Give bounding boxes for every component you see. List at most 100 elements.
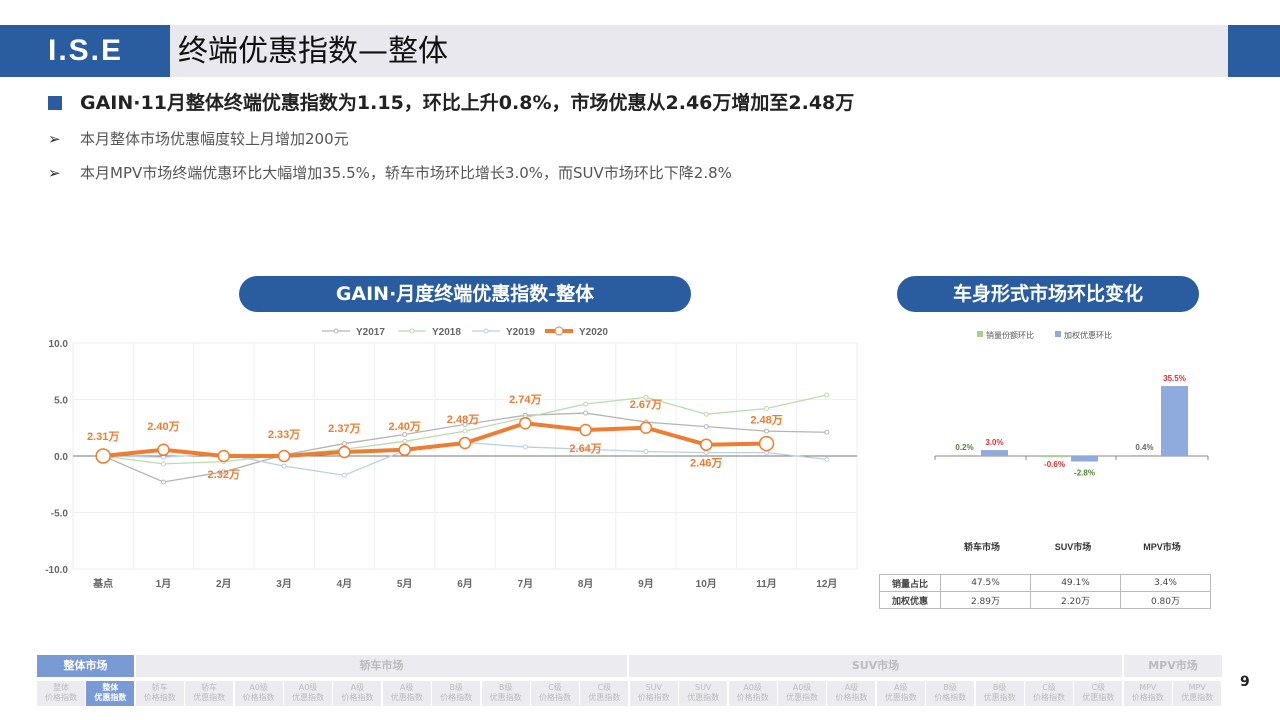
nav-group-mpv[interactable]: MPV市场 bbox=[1124, 655, 1222, 677]
nav-tab[interactable]: A级 优惠指数 bbox=[382, 681, 431, 706]
nav-tab-line2: 优惠指数 bbox=[588, 693, 621, 702]
nav-tab[interactable]: SUV 优惠指数 bbox=[679, 681, 728, 706]
square-bullet-icon bbox=[48, 96, 62, 110]
nav-tab[interactable]: A0级 优惠指数 bbox=[778, 681, 826, 706]
nav-tab[interactable]: C级 价格指数 bbox=[1025, 681, 1073, 706]
nav-tab[interactable]: MPV 优惠指数 bbox=[1173, 681, 1222, 706]
data-label: -0.6% bbox=[1044, 460, 1065, 469]
nav-tab-line2: 优惠指数 bbox=[1082, 693, 1115, 702]
nav-tab[interactable]: C级 优惠指数 bbox=[1074, 681, 1123, 706]
nav-tab-line2: 优惠指数 bbox=[390, 693, 423, 702]
category-label: SUV市场 bbox=[1055, 541, 1092, 552]
data-label: 2.74万 bbox=[509, 393, 541, 406]
data-point bbox=[579, 423, 592, 437]
data-label: 2.40万 bbox=[388, 420, 420, 433]
x-tick-label: 2月 bbox=[216, 578, 232, 590]
nav-tab[interactable]: 整体 价格指数 bbox=[37, 681, 85, 706]
nav-tab-line2: 价格指数 bbox=[637, 693, 670, 702]
nav-tab[interactable]: C级 价格指数 bbox=[531, 681, 579, 706]
nav-tab[interactable]: B级 价格指数 bbox=[432, 681, 481, 706]
y-tick-label: 0.0 bbox=[54, 452, 68, 463]
legend-label: Y2020 bbox=[579, 327, 608, 338]
x-tick-label: 10月 bbox=[696, 578, 717, 590]
nav-tab-line1: SUV bbox=[645, 683, 662, 692]
nav-tab-line1: C级 bbox=[1042, 683, 1056, 692]
nav-group-suv[interactable]: SUV市场 bbox=[629, 655, 1122, 677]
legend-marker bbox=[409, 328, 415, 334]
data-point bbox=[764, 428, 770, 434]
data-point bbox=[824, 392, 830, 398]
y-tick-label: -10.0 bbox=[45, 565, 68, 576]
nav-tab[interactable]: 整体 优惠指数 bbox=[86, 681, 135, 706]
x-tick-label: 1月 bbox=[156, 578, 172, 590]
arrow-bullet-icon: ➢ bbox=[48, 130, 61, 148]
nav-tab[interactable]: A级 价格指数 bbox=[827, 681, 876, 706]
data-point bbox=[699, 438, 713, 451]
x-tick-label: 基点 bbox=[92, 577, 113, 590]
data-point bbox=[341, 441, 347, 447]
data-label: 0.2% bbox=[955, 443, 973, 452]
nav-group-overall[interactable]: 整体市场 bbox=[37, 655, 134, 677]
nav-tab[interactable]: 轿车 价格指数 bbox=[135, 681, 184, 706]
data-point bbox=[764, 406, 770, 412]
nav-tab-line2: 价格指数 bbox=[45, 693, 77, 702]
nav-tab-line1: A0级 bbox=[298, 683, 318, 692]
nav-tab[interactable]: C级 优惠指数 bbox=[580, 681, 629, 706]
nav-tab[interactable]: MPV 价格指数 bbox=[1123, 681, 1172, 706]
data-label: 2.37万 bbox=[328, 422, 360, 435]
data-point bbox=[583, 410, 589, 416]
nav-tab[interactable]: A0级 价格指数 bbox=[728, 681, 777, 706]
nav-tab[interactable]: A级 价格指数 bbox=[333, 681, 382, 706]
x-tick-label: 7月 bbox=[518, 578, 534, 590]
nav-tab[interactable]: B级 优惠指数 bbox=[975, 681, 1024, 706]
nav-tab-line1: 整体 bbox=[102, 683, 119, 692]
data-point bbox=[703, 424, 709, 430]
headline: GAIN·11月整体终端优惠指数为1.15，环比上升0.8%，市场优惠从2.46… bbox=[80, 92, 855, 114]
nav-tab-line1: A级 bbox=[844, 683, 859, 692]
cell: 49.1% bbox=[1030, 574, 1121, 592]
nav-tab[interactable]: B级 价格指数 bbox=[926, 681, 975, 706]
nav-tab-line2: 价格指数 bbox=[242, 693, 275, 702]
point-1: ➢ 本月整体市场优惠幅度较上月增加200元 bbox=[48, 129, 349, 149]
data-point bbox=[160, 461, 166, 467]
nav-tab-line2: 优惠指数 bbox=[687, 693, 720, 702]
data-point bbox=[583, 446, 589, 452]
nav-tab-line2: 优惠指数 bbox=[489, 693, 522, 702]
data-point bbox=[462, 421, 468, 427]
legend-swatch bbox=[977, 331, 983, 337]
legend-label: 加权优惠环比 bbox=[1064, 330, 1112, 340]
x-tick-label: 4月 bbox=[337, 578, 353, 590]
nav-tab-line1: A0级 bbox=[792, 683, 812, 692]
bar bbox=[1071, 456, 1098, 462]
y-tick-label: -5.0 bbox=[51, 509, 69, 520]
data-label: 3.0% bbox=[985, 438, 1003, 447]
data-point bbox=[522, 444, 528, 450]
x-tick-label: 9月 bbox=[638, 578, 654, 590]
nav-tab[interactable]: B级 优惠指数 bbox=[481, 681, 530, 706]
data-point bbox=[824, 429, 830, 435]
data-label: -2.8% bbox=[1074, 469, 1095, 478]
nav-tab[interactable]: A0级 优惠指数 bbox=[284, 681, 332, 706]
legend-label: Y2017 bbox=[356, 327, 385, 338]
nav-tab[interactable]: SUV 价格指数 bbox=[629, 681, 678, 706]
table-row: 销量占比 47.5% 49.1% 3.4% bbox=[879, 574, 1211, 592]
legend-marker bbox=[483, 328, 489, 334]
nav-tab[interactable]: 轿车 优惠指数 bbox=[185, 681, 234, 706]
data-point bbox=[338, 445, 351, 459]
nav-tab[interactable]: A级 优惠指数 bbox=[876, 681, 925, 706]
nav-tab-line1: B级 bbox=[992, 683, 1007, 692]
data-point bbox=[160, 479, 166, 485]
point-text: 本月MPV市场终端优惠环比大幅增加35.5%，轿车市场环比增长3.0%，而SUV… bbox=[80, 164, 732, 182]
nav-tab[interactable]: A0级 价格指数 bbox=[234, 681, 283, 706]
nav-tab-line1: 整体 bbox=[53, 683, 69, 692]
series-line-Y2020 bbox=[102, 421, 767, 458]
page-title: 终端优惠指数—整体 bbox=[178, 34, 448, 69]
data-label: 2.33万 bbox=[268, 428, 300, 441]
header-accent bbox=[1228, 25, 1280, 77]
nav-tab-line2: 价格指数 bbox=[539, 693, 571, 702]
line-chart: 10.0 5.0 0.0 -5.0 -10.0 基点 1月 2月 3月 4月 5月 6月 7月 8月 9月 1… bbox=[45, 326, 858, 590]
nav-tab-line2: 价格指数 bbox=[440, 693, 473, 702]
nav-tab-line1: MPV bbox=[1188, 683, 1206, 692]
data-label: 2.67万 bbox=[630, 398, 662, 411]
nav-group-sedan[interactable]: 轿车市场 bbox=[136, 655, 627, 677]
